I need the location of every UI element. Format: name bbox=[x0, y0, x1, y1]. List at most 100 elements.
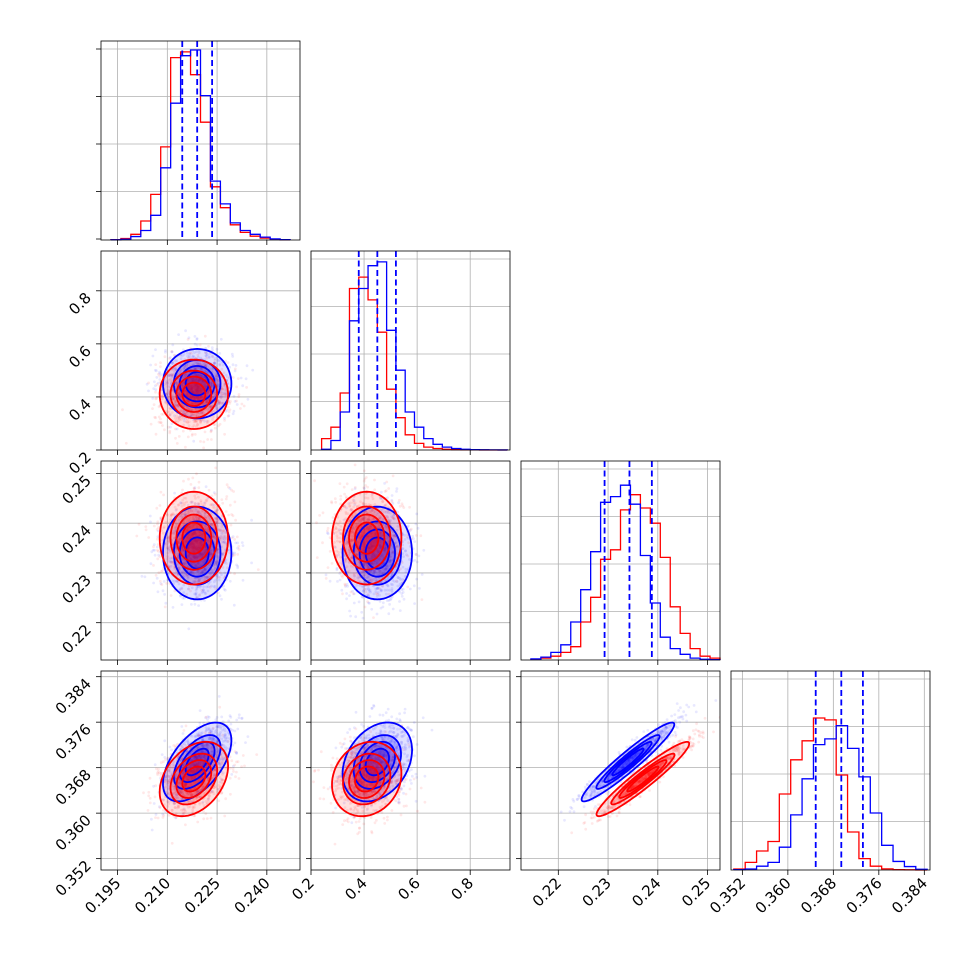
sample-point bbox=[374, 539, 377, 543]
sample-point bbox=[165, 513, 169, 516]
sample-point bbox=[207, 541, 210, 545]
sample-point bbox=[169, 557, 172, 560]
sample-point bbox=[210, 548, 213, 552]
sample-point bbox=[197, 397, 200, 401]
sample-point bbox=[213, 361, 217, 365]
sample-point bbox=[173, 567, 177, 570]
sample-point bbox=[166, 546, 170, 549]
sample-point bbox=[186, 535, 190, 539]
sample-point bbox=[191, 390, 194, 393]
sample-point bbox=[200, 503, 204, 507]
sample-point bbox=[192, 413, 196, 417]
sample-point bbox=[173, 414, 176, 418]
sample-point bbox=[207, 540, 211, 543]
sample-point bbox=[156, 535, 160, 539]
sample-point bbox=[213, 536, 217, 540]
sample-point bbox=[211, 355, 215, 359]
sample-point bbox=[197, 486, 201, 490]
sample-point bbox=[208, 555, 212, 559]
sample-point bbox=[167, 374, 171, 378]
sample-point bbox=[158, 504, 162, 507]
sample-point bbox=[198, 531, 202, 534]
sample-point bbox=[200, 563, 203, 567]
sample-point bbox=[168, 356, 172, 359]
sample-point bbox=[178, 539, 181, 542]
blue-contour-line bbox=[162, 505, 233, 601]
sample-point bbox=[187, 386, 191, 390]
sample-point bbox=[218, 422, 222, 426]
y-tick-label: 0.24 bbox=[58, 521, 94, 557]
sample-point bbox=[194, 414, 198, 418]
sample-point bbox=[195, 385, 199, 389]
sample-point bbox=[344, 512, 348, 516]
sample-point bbox=[217, 528, 221, 532]
sample-point bbox=[194, 390, 198, 394]
sample-point bbox=[194, 532, 198, 536]
sample-point bbox=[153, 380, 156, 384]
sample-point bbox=[195, 586, 199, 589]
sample-point bbox=[338, 540, 342, 544]
sample-point bbox=[199, 420, 203, 424]
sample-point bbox=[366, 565, 370, 569]
sample-point bbox=[140, 574, 144, 578]
sample-point bbox=[194, 419, 198, 423]
sample-point bbox=[233, 500, 237, 504]
sample-point bbox=[193, 531, 197, 535]
sample-point bbox=[402, 555, 405, 558]
sample-point bbox=[191, 396, 195, 399]
panel-frame bbox=[100, 460, 301, 661]
sample-point bbox=[202, 570, 205, 573]
sample-point bbox=[174, 427, 177, 431]
sample-point bbox=[166, 539, 170, 543]
sample-point bbox=[206, 391, 210, 395]
sample-point bbox=[215, 383, 219, 387]
sample-point bbox=[196, 423, 200, 426]
sample-point bbox=[348, 609, 351, 613]
sample-point bbox=[405, 553, 408, 557]
sample-point bbox=[196, 387, 200, 391]
sample-point bbox=[227, 513, 231, 517]
panel-frame bbox=[100, 40, 301, 241]
sample-point bbox=[183, 561, 187, 565]
sample-point bbox=[396, 545, 399, 549]
sample-point bbox=[376, 525, 379, 529]
sample-point bbox=[192, 544, 196, 548]
sample-point bbox=[180, 504, 184, 508]
sample-point bbox=[166, 385, 170, 388]
sample-point bbox=[189, 385, 193, 389]
sample-point bbox=[189, 570, 193, 574]
sample-point bbox=[369, 544, 373, 547]
sample-point bbox=[179, 537, 182, 541]
sample-point bbox=[194, 564, 198, 567]
sample-point bbox=[221, 552, 224, 556]
sample-point bbox=[219, 528, 223, 532]
sample-point bbox=[222, 529, 225, 533]
sample-point bbox=[187, 519, 191, 523]
sample-point bbox=[196, 385, 200, 389]
sample-point bbox=[156, 522, 159, 526]
sample-point bbox=[214, 578, 218, 582]
sample-point bbox=[223, 416, 226, 420]
sample-point bbox=[192, 379, 196, 382]
sample-point bbox=[198, 585, 202, 589]
sample-point bbox=[390, 515, 393, 518]
sample-point bbox=[218, 571, 222, 574]
sample-point bbox=[193, 366, 197, 370]
sample-point bbox=[187, 534, 191, 537]
sample-point bbox=[213, 516, 217, 520]
sample-point bbox=[187, 511, 190, 515]
sample-point bbox=[224, 531, 227, 534]
sample-point bbox=[193, 555, 197, 559]
sample-point bbox=[208, 572, 212, 576]
sample-point bbox=[369, 590, 372, 594]
sample-point bbox=[204, 369, 208, 373]
sample-point bbox=[415, 577, 419, 581]
sample-point bbox=[366, 527, 369, 530]
sample-point bbox=[214, 566, 217, 570]
sample-point bbox=[245, 364, 249, 368]
sample-point bbox=[199, 554, 203, 558]
sample-point bbox=[175, 382, 178, 385]
sample-point bbox=[358, 564, 362, 568]
sample-point bbox=[204, 363, 208, 367]
sample-point bbox=[386, 584, 390, 588]
